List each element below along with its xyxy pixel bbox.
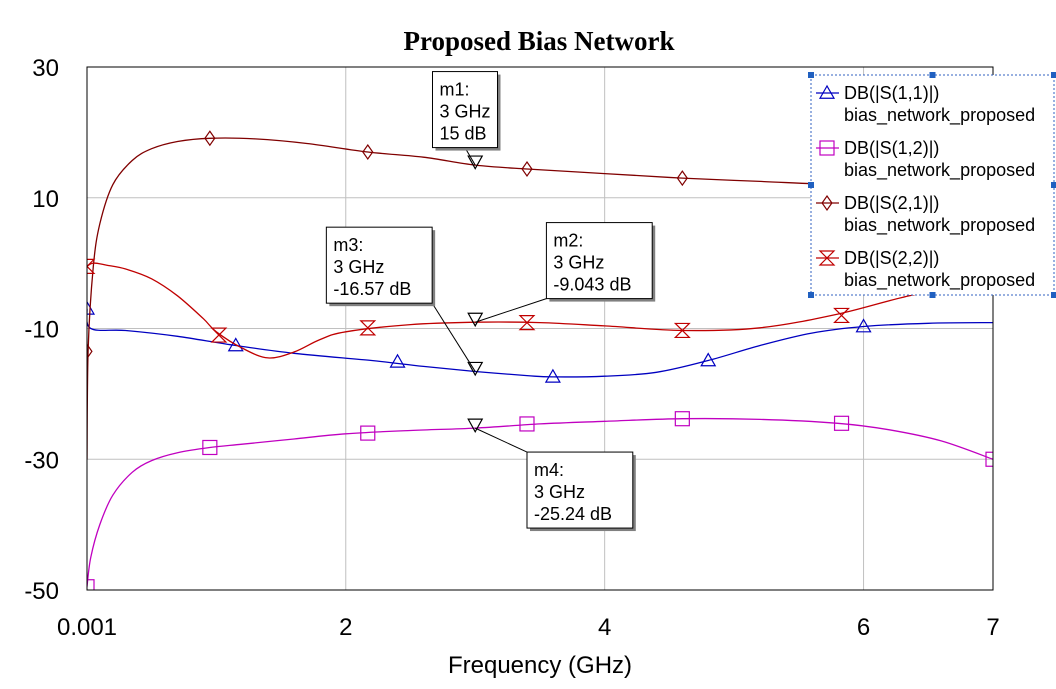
series-line-4 — [87, 262, 993, 359]
series-point-2 — [360, 425, 376, 441]
series-point-2 — [87, 579, 95, 590]
x-axis-label: Frequency (GHz) — [448, 652, 632, 679]
legend-resize-handle — [1051, 292, 1056, 298]
marker-label-m1: m1: — [439, 80, 469, 100]
series-point-1 — [227, 337, 244, 352]
plot-frame — [86, 66, 994, 591]
y-tick-label: 10 — [32, 186, 59, 213]
legend-label-1: DB(|S(1,1)|) — [844, 83, 939, 103]
legend-sublabel-4: bias_network_proposed — [844, 270, 1035, 291]
marker-leader-m3 — [431, 302, 476, 372]
series-point-2 — [519, 416, 535, 432]
marker-leader-m2 — [475, 298, 547, 323]
series-point-1 — [389, 353, 406, 368]
legend-resize-handle — [1051, 72, 1056, 78]
legend-sublabel-1: bias_network_proposed — [844, 105, 1035, 126]
series-point-2 — [674, 411, 690, 427]
marker-label-m3: -16.57 dB — [333, 279, 411, 299]
series-line-3 — [87, 137, 993, 460]
series-line-1 — [87, 308, 993, 378]
legend-resize-handle — [808, 182, 814, 188]
legend-sublabel-2: bias_network_proposed — [844, 160, 1035, 181]
marker-label-m2: m2: — [553, 231, 583, 251]
marker-point-m3 — [467, 361, 484, 377]
x-tick-label: 4 — [598, 614, 611, 641]
series-point-4 — [87, 258, 96, 274]
series-point-2 — [985, 451, 993, 467]
marker-label-m2: -9.043 dB — [553, 275, 631, 295]
legend-resize-handle — [1051, 182, 1056, 188]
marker-label-m3: 3 GHz — [333, 257, 384, 277]
series-point-1 — [544, 368, 561, 383]
y-tick-label: 30 — [32, 55, 59, 82]
series-point-4 — [359, 320, 377, 336]
series-point-3 — [87, 343, 93, 360]
marker-label-m4: 3 GHz — [534, 482, 585, 502]
series-point-4 — [673, 322, 691, 339]
series-point-3 — [362, 143, 374, 161]
legend-label-2: DB(|S(1,2)|) — [844, 138, 939, 158]
legend-label-4: DB(|S(2,2)|) — [844, 248, 939, 268]
legend-swatch-marker-2 — [819, 140, 835, 156]
series-point-4 — [518, 315, 536, 331]
series-point-4 — [210, 327, 228, 343]
marker-box-m1 — [431, 71, 498, 149]
marker-label-m1: 3 GHz — [439, 102, 490, 122]
series-point-3 — [676, 170, 688, 187]
marker-point-m1 — [467, 155, 484, 170]
legend-resize-handle — [808, 72, 814, 78]
legend-resize-handle — [929, 72, 936, 78]
series-point-1 — [855, 318, 872, 333]
series-point-3 — [204, 130, 216, 147]
marker-label-m2: 3 GHz — [553, 253, 604, 273]
legend-label-3: DB(|S(2,1)|) — [844, 193, 939, 213]
legend-swatch-marker-3 — [821, 194, 833, 212]
legend[interactable]: DB(|S(1,1)|)bias_network_proposedDB(|S(1… — [808, 72, 1056, 298]
series-point-3 — [521, 160, 533, 178]
y-tick-label: -10 — [24, 317, 59, 344]
marker-label-m3: m3: — [333, 235, 363, 255]
chart-title: Proposed Bias Network — [403, 26, 674, 56]
x-tick-label: 0.001 — [57, 614, 117, 641]
legend-swatch-marker-1 — [818, 84, 836, 99]
series-point-1 — [700, 352, 717, 367]
marker-leader-m4 — [475, 427, 528, 453]
marker-box-m3 — [325, 226, 433, 304]
y-tick-label: -30 — [24, 447, 59, 474]
plot-series — [87, 130, 993, 590]
marker-point-m2 — [467, 312, 484, 328]
series-point-2 — [833, 415, 850, 431]
series-point-2 — [202, 439, 218, 456]
series-point-4 — [833, 307, 850, 324]
marker-box-m4 — [526, 451, 634, 529]
marker-label-m4: -25.24 dB — [534, 504, 612, 524]
x-tick-label: 2 — [339, 614, 352, 641]
legend-sublabel-3: bias_network_proposed — [844, 215, 1035, 236]
marker-box-m2 — [545, 222, 653, 300]
legend-swatch-marker-4 — [818, 250, 836, 266]
x-tick-label: 7 — [986, 614, 999, 641]
marker-label-m1: 15 dB — [439, 124, 486, 144]
legend-resize-handle — [808, 292, 814, 298]
x-tick-label: 6 — [857, 614, 870, 641]
tick-labels: 0.001 2 4 6 7 30 10 -10 -30 -50 — [24, 55, 999, 641]
y-tick-label: -50 — [24, 578, 59, 605]
series-line-2 — [87, 417, 993, 587]
legend-resize-handle — [929, 292, 936, 298]
marker-label-m4: m4: — [534, 460, 564, 480]
marker-point-m4 — [467, 418, 484, 433]
